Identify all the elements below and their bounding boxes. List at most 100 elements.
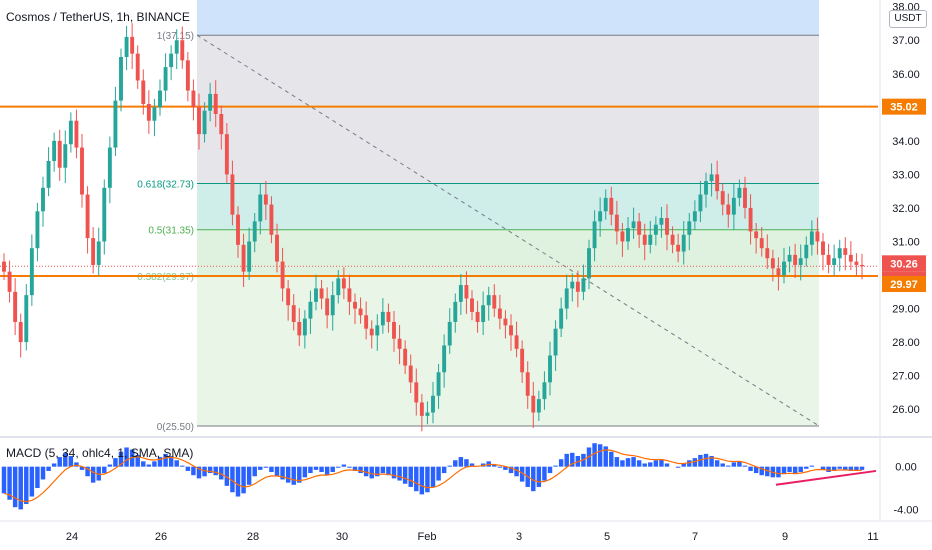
candle-body (720, 191, 725, 205)
candle-body (269, 204, 274, 235)
time-tick-label: 30 (336, 531, 348, 543)
candle-body (442, 345, 447, 373)
candle-body (542, 382, 547, 400)
fib-band (197, 229, 819, 277)
currency-badge[interactable]: USDT (889, 10, 927, 28)
candle-body (169, 53, 174, 68)
candle-body (826, 254, 831, 265)
candle-body (107, 147, 112, 188)
candle-body (793, 254, 798, 265)
candle-body (275, 234, 279, 262)
candle-body (681, 234, 686, 252)
candle-body (208, 93, 213, 111)
candle-body (236, 214, 240, 245)
candle-body (80, 147, 84, 195)
candle-body (258, 194, 263, 222)
candle-body (715, 174, 720, 192)
macd-signal-line (3, 449, 863, 503)
candle-body (419, 402, 424, 416)
candle-body (364, 315, 369, 329)
candle-body (782, 261, 786, 276)
fib-level-label: 0.618(32.73) (137, 179, 194, 190)
macd-trendline (775, 469, 877, 486)
candle-body (119, 57, 123, 101)
candle-body (124, 36, 129, 58)
fib-level-label: 0.382(29.97) (137, 272, 194, 283)
hline-price-badge: 35.02 (890, 102, 918, 114)
candle-body (704, 181, 708, 195)
candle-body (709, 174, 714, 182)
candle-body (392, 321, 396, 339)
candle-body (848, 254, 853, 262)
time-tick-label: 9 (782, 531, 788, 543)
macd-legend[interactable]: MACD (5, 34, ohlc4, 1, SMA, SMA) (6, 446, 194, 460)
price-tick-label: 27.00 (892, 371, 920, 383)
candle-body (486, 295, 491, 306)
candle-body (74, 120, 79, 148)
candle-body (804, 244, 809, 259)
candle-body (35, 211, 40, 249)
candle-body (759, 238, 764, 249)
symbol-legend[interactable]: Cosmos / TetherUS, 1h, BINANCE (6, 10, 190, 24)
candle-body (497, 308, 502, 319)
fib-level-label: 1(37.15) (157, 31, 194, 42)
candle-body (425, 412, 430, 416)
candle-body (174, 40, 179, 54)
fib-trendline (196, 34, 820, 427)
time-tick-label: 24 (66, 531, 78, 543)
candle-body (18, 321, 23, 343)
candle-body (436, 372, 441, 396)
candle-body (24, 295, 29, 343)
candle-body (141, 80, 146, 104)
price-tick-label: 32.00 (892, 203, 920, 215)
candle-body (397, 338, 402, 349)
time-tick-label: 11 (867, 531, 878, 543)
fib-band (197, 35, 819, 184)
candle-body (587, 248, 591, 279)
candle-body (525, 372, 530, 396)
time-tick-label: 3 (516, 531, 522, 543)
candle-body (503, 318, 508, 326)
candle-body (57, 140, 62, 168)
price-tick-label: 26.00 (892, 404, 920, 416)
candle-body (113, 100, 118, 148)
candle-body (386, 311, 391, 322)
candle-body (431, 395, 435, 413)
candle-body (180, 40, 185, 61)
candle-body (770, 258, 775, 269)
candle-body (687, 221, 692, 235)
candle-body (609, 197, 614, 215)
fib-level-label: 0(25.50) (157, 422, 194, 433)
candle-body (158, 90, 162, 108)
candle-body (748, 207, 753, 232)
candle-body (219, 114, 224, 135)
candle-body (659, 218, 664, 225)
hline-price-badge-bg (882, 276, 926, 293)
price-tick-label: 28.00 (892, 337, 920, 349)
candle-body (798, 258, 803, 265)
time-tick-label: 5 (604, 531, 610, 543)
fib-band-extension (197, 0, 819, 36)
candle-body (665, 218, 669, 235)
candle-body (85, 194, 90, 239)
candle-body (403, 348, 408, 366)
hline-price-badge-bg (882, 98, 926, 115)
candle-body (670, 234, 675, 245)
last-price-badge-bg (882, 255, 926, 272)
candle-body (341, 278, 346, 289)
candle-body (809, 231, 814, 245)
candle-body (380, 311, 385, 326)
candle-body (475, 311, 480, 322)
candle-body (531, 395, 536, 413)
candle-body (319, 288, 324, 299)
candle-body (581, 278, 586, 292)
candle-body (52, 140, 57, 161)
time-tick-label: 7 (692, 531, 698, 543)
candle-body (743, 187, 747, 208)
candle-body (185, 60, 190, 91)
candle-body (765, 248, 770, 259)
candle-body (163, 67, 168, 91)
candle-body (548, 355, 552, 383)
